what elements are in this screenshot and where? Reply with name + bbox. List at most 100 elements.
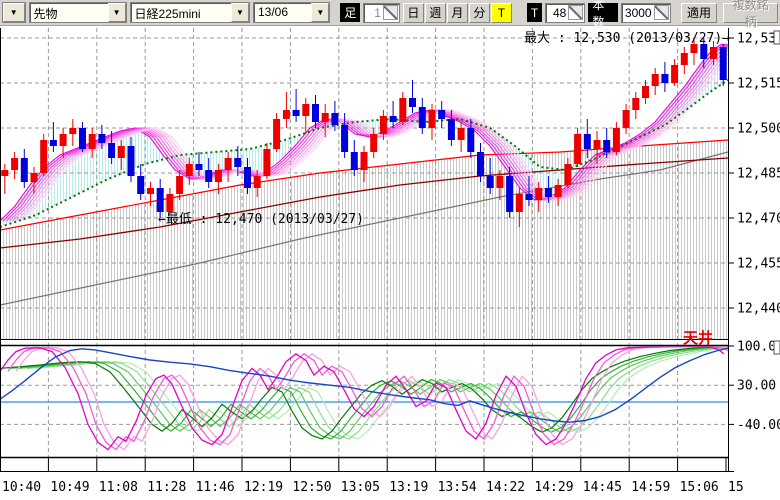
time-tick-label: 12:50 [292,480,331,495]
annotation-ceiling: 天井 [683,329,713,347]
time-axis: 10:4010:4911:0811:2811:4612:1912:5013:05… [2,480,744,495]
oscillator-tick-label: -40.00 [737,418,780,433]
candle-body [661,74,668,83]
candle-body [671,65,678,83]
toolbar: ▼ 先物 ▼ 日経225mini ▼ 13/06 ▼ 足 1 日週月分T T 4… [0,0,780,26]
candle-body [642,86,649,98]
mini-dropdown[interactable]: ▼ [2,2,26,23]
candle-body [137,176,144,194]
candle-body [477,152,484,176]
time-tick-label: 15:06 [680,480,719,495]
candle-body [467,128,474,152]
period-button-T[interactable]: T [491,3,512,23]
candle-body [225,158,232,170]
bar-count-stepper[interactable]: 3000 [621,3,671,23]
time-tick-label: 11:46 [196,480,235,495]
bar-count-label: 本数 [588,3,618,22]
candle-body [429,110,436,128]
bar-type-label: 足 [340,3,360,22]
contract-month-select[interactable]: 13/06 ▼ [253,2,330,23]
chart-svg[interactable]: 12,53012,51512,50012,48512,47012,45512,4… [0,0,780,500]
period-button-週[interactable]: 週 [425,3,446,23]
candle-body [40,140,47,173]
candle-body [263,149,270,176]
candle-body [331,113,338,125]
time-tick-label: 14:22 [486,480,525,495]
price-tick-label: 12,485 [737,167,780,182]
candle-body [448,119,455,140]
period-button-分[interactable]: 分 [469,3,490,23]
candle-body [409,98,416,107]
candle-body [351,152,358,170]
clipped-label-box [774,341,780,354]
chevron-down-icon[interactable]: ▼ [231,3,249,22]
time-tick-label: 11:28 [147,480,186,495]
time-tick-label: 15 [728,480,744,495]
candle-body [254,176,261,188]
candle-body [438,110,445,119]
candle-body [312,104,319,122]
candle-body [487,176,494,188]
clipped-label-box [774,31,780,44]
price-tick-label: 12,500 [737,122,780,137]
price-tick-label: 12,455 [737,257,780,272]
candle-body [545,188,552,197]
candle-body [341,125,348,152]
oscillator-layer [0,347,764,450]
contract-month-value: 13/06 [254,3,311,22]
candle-body [50,140,57,146]
spinner-grip-icon[interactable] [568,5,583,20]
candle-body [681,53,688,65]
spinner-grip-icon[interactable] [654,5,669,20]
candle-body [526,194,533,200]
candle-body [69,128,76,134]
candle-body [118,146,125,158]
candle-body [458,128,465,140]
price-tick-label: 12,440 [737,302,780,317]
candle-body [419,107,426,128]
interval-stepper[interactable]: 1 [363,3,400,23]
tick-count-value: 48 [553,6,568,20]
tick-count-stepper[interactable]: 48 [545,3,585,23]
candle-body [98,134,105,143]
chevron-down-icon[interactable]: ▼ [3,3,25,22]
bar-count-value: 3000 [625,6,654,20]
candle-body [370,134,377,152]
candle-body [632,98,639,110]
time-tick-label: 10:49 [50,480,89,495]
period-button-日[interactable]: 日 [403,3,424,23]
period-button-月[interactable]: 月 [447,3,468,23]
candle-body [176,176,183,194]
candle-body [302,104,309,116]
spinner-grip-icon[interactable] [383,5,398,20]
chevron-down-icon[interactable]: ▼ [311,3,329,22]
candle-body [700,44,707,59]
chart-application-window: ▼ 先物 ▼ 日経225mini ▼ 13/06 ▼ 足 1 日週月分T T 4… [0,0,780,500]
oscillator-tick-label: 30.00 [737,379,776,394]
time-tick-label: 12:19 [244,480,283,495]
candle-body [21,158,28,182]
candle-body [390,116,397,122]
candle-body [293,110,300,116]
candle-body [555,185,562,197]
candle-body [11,158,18,170]
apply-button[interactable]: 適用 [681,3,718,23]
time-tick-label: 11:08 [99,480,138,495]
candle-body [215,170,222,182]
candle-body [166,194,173,212]
candle-body [128,146,135,176]
candle-body [603,140,610,152]
annotation-max: 最大 : 12,530 (2013/03/27)→ [524,31,730,46]
symbol-select[interactable]: 日経225mini ▼ [130,2,250,23]
instrument-type-select[interactable]: 先物 ▼ [29,2,127,23]
candle-body [720,47,727,80]
period-button-group: 日週月分T [403,3,513,23]
candle-body [60,134,67,146]
time-tick-label: 13:05 [341,480,380,495]
chevron-down-icon[interactable]: ▼ [108,3,126,22]
candle-body [322,113,329,122]
symbol-value: 日経225mini [131,3,231,22]
candle-body [147,188,154,194]
multi-symbol-button[interactable]: 複数銘柄 [723,3,778,23]
price-tick-label: 12,515 [737,77,780,92]
